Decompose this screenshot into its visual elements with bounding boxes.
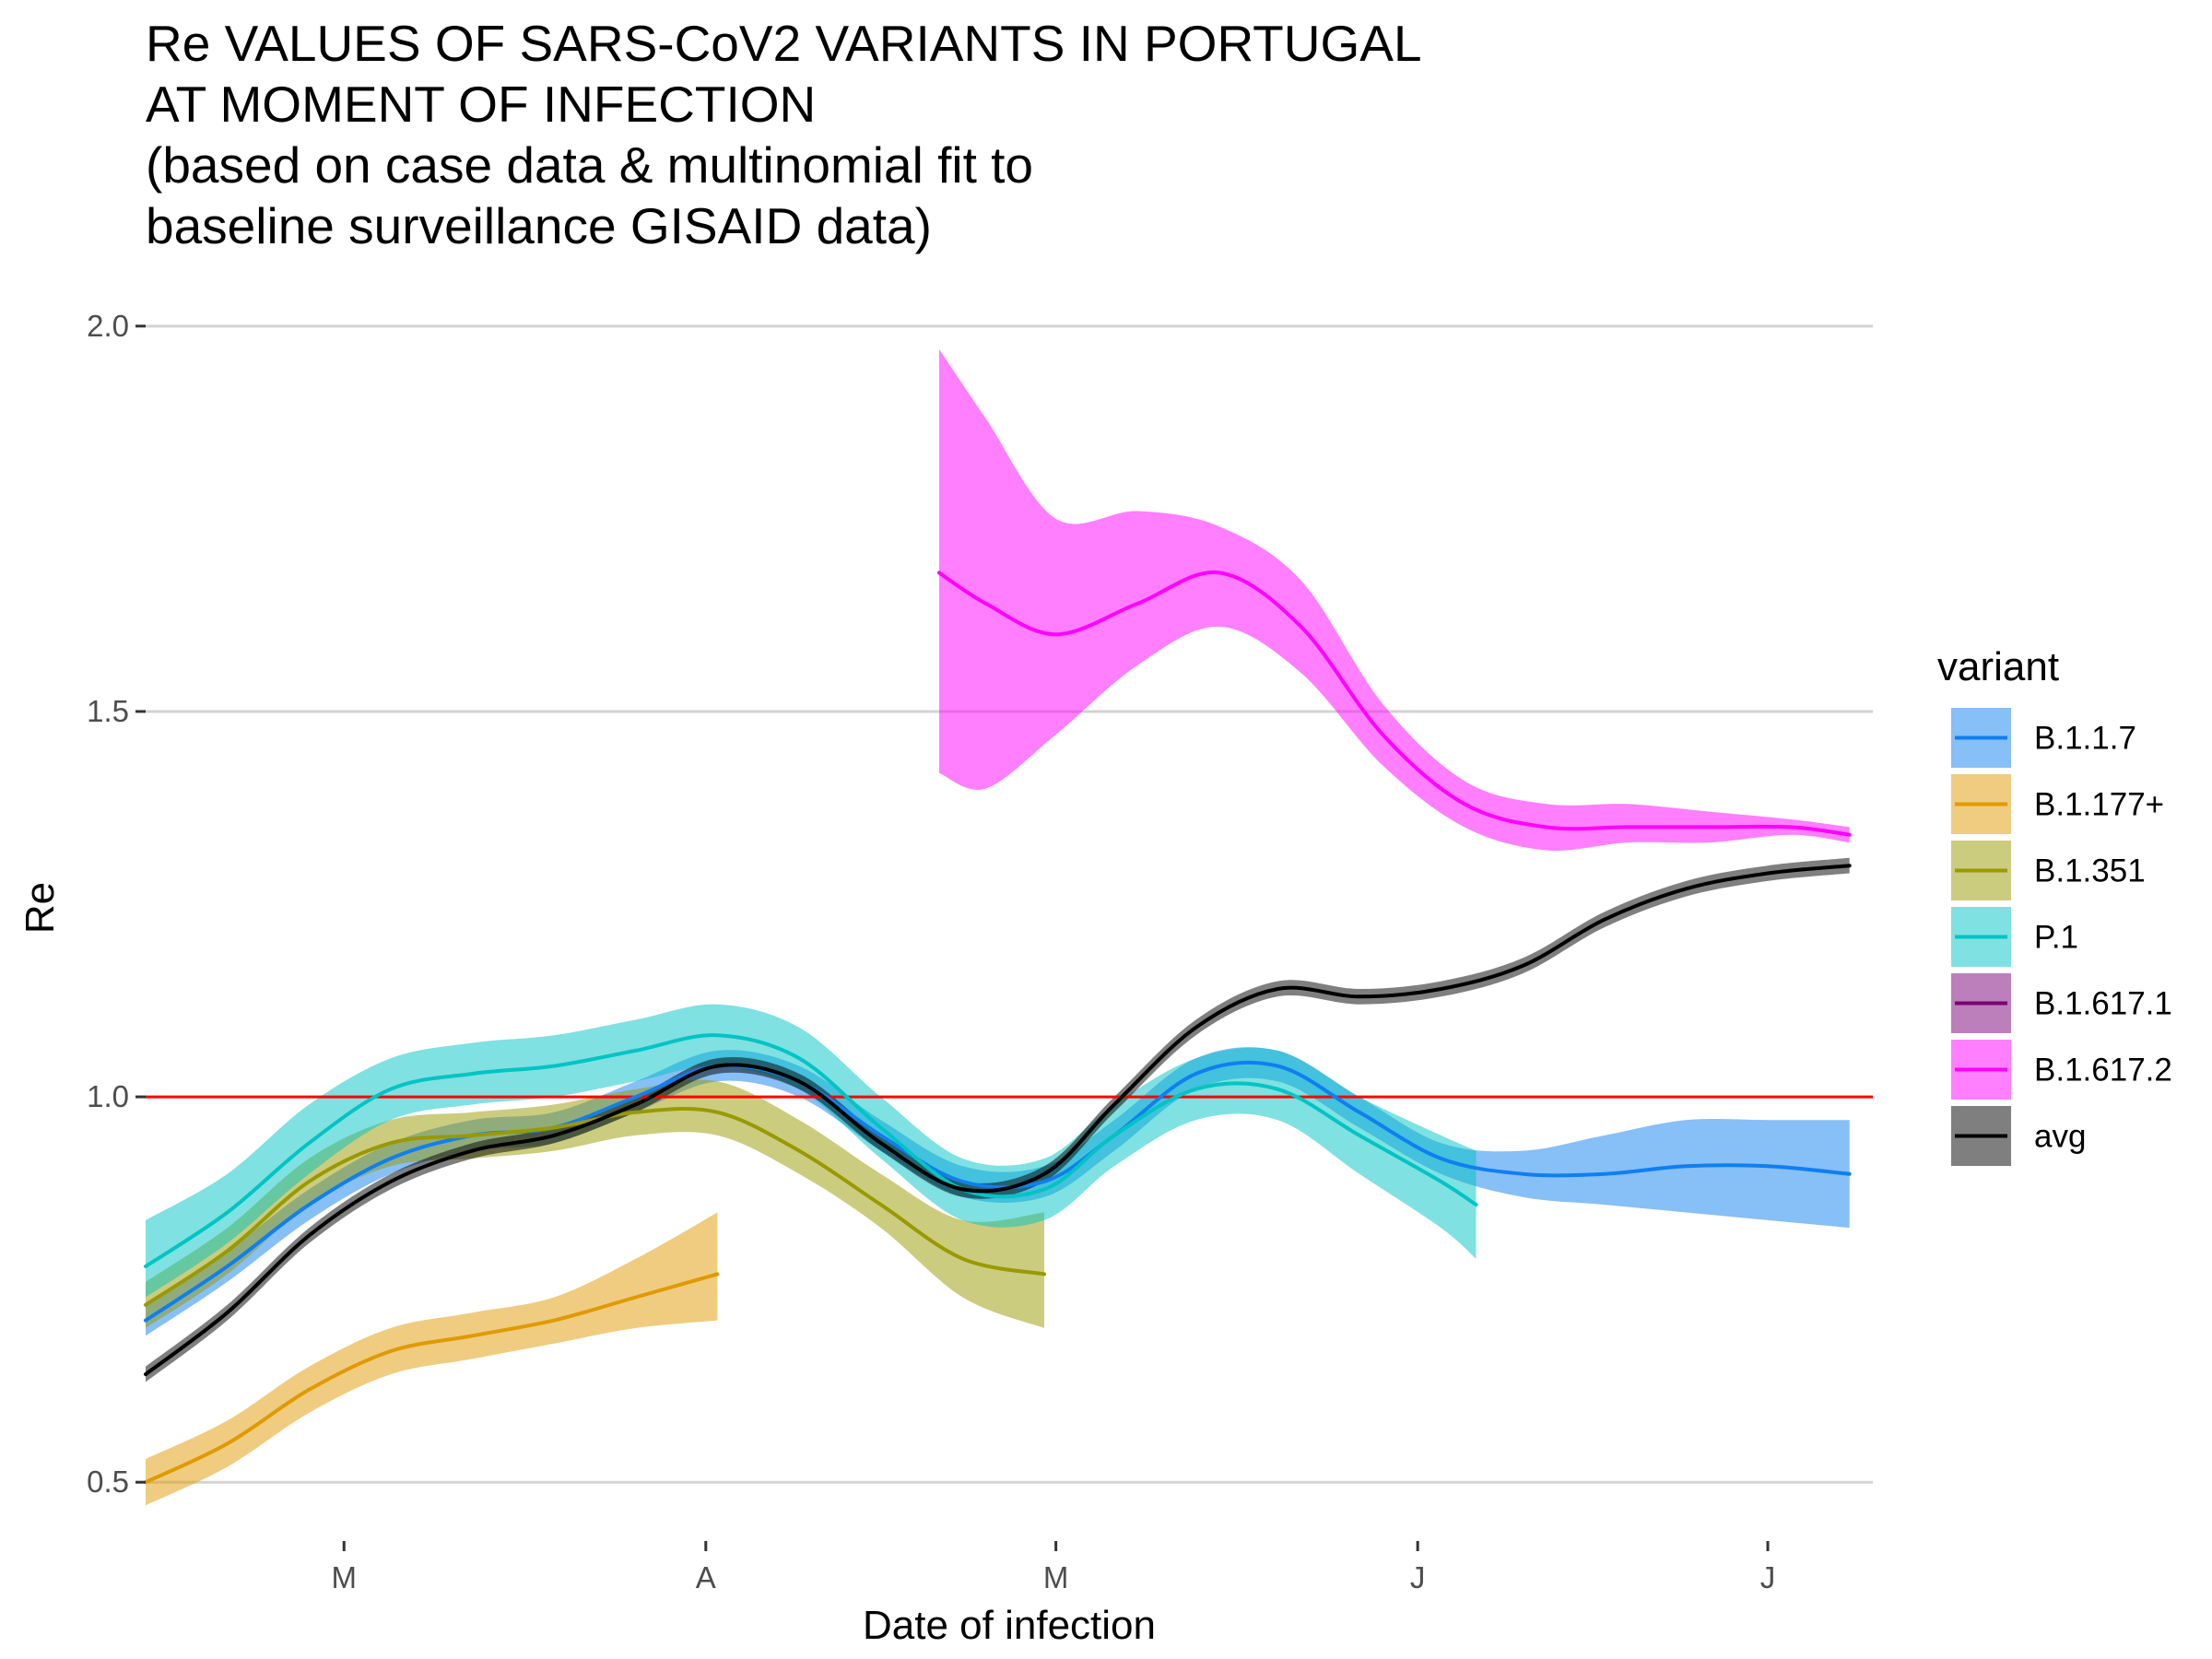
- chart-title: Re VALUES OF SARS-CoV2 VARIANTS IN PORTU…: [146, 15, 1422, 254]
- y-tick-label: 1.5: [87, 694, 129, 728]
- line-p-1: [144, 1033, 1478, 1268]
- x-tick-label: M: [332, 1560, 358, 1594]
- legend-label: B.1.177+: [2034, 787, 2164, 823]
- y-tick-label: 2.0: [87, 309, 129, 343]
- legend-item-b-1-351: B.1.351: [1951, 841, 2146, 900]
- legend-label: avg: [2034, 1119, 2086, 1155]
- x-tick-label: A: [696, 1560, 716, 1594]
- title-line-2: AT MOMENT OF INFECTION: [146, 76, 816, 133]
- y-tick-label: 0.5: [87, 1465, 129, 1499]
- x-tick-label: M: [1043, 1560, 1069, 1594]
- band-b-1-351: [146, 1079, 1044, 1328]
- legend-item-b-1-617-2: B.1.617.2: [1951, 1040, 2172, 1100]
- x-tick-label: J: [1760, 1560, 1776, 1594]
- legend-label: B.1.1.7: [2034, 721, 2136, 757]
- legend: variant B.1.1.7 B.1.177+ B.1.351 P.1 B.1.617…: [1937, 644, 2172, 1166]
- legend-item-b-1-177: B.1.177+: [1951, 774, 2164, 834]
- legend-item-b-1-617-1: B.1.617.1: [1951, 973, 2172, 1033]
- band-b-1-177: [146, 1212, 718, 1506]
- title-line-4: baseline surveillance GISAID data): [146, 197, 932, 254]
- line-avg: [144, 864, 1852, 1377]
- confidence-bands: [146, 348, 1850, 1506]
- title-line-3: (based on case data & multinomial fit to: [146, 136, 1033, 194]
- legend-label: B.1.617.1: [2034, 986, 2172, 1022]
- legend-label: B.1.617.2: [2034, 1053, 2172, 1088]
- legend-item-p-1: P.1: [1951, 907, 2078, 967]
- line-b-1-617-2: [937, 570, 1852, 837]
- series-lines: [144, 570, 1852, 1485]
- band-b-1-617-2: [939, 348, 1850, 851]
- legend-item-b-1-1-7: B.1.1.7: [1951, 708, 2136, 768]
- band-avg: [146, 857, 1850, 1382]
- title-line-1: Re VALUES OF SARS-CoV2 VARIANTS IN PORTU…: [146, 15, 1422, 72]
- x-tick-label: J: [1410, 1560, 1426, 1594]
- band-p-1: [146, 1004, 1477, 1298]
- y-tick-label: 1.0: [87, 1079, 129, 1113]
- y-axis: 0.5 1.0 1.5 2.0: [87, 309, 146, 1499]
- legend-label: P.1: [2034, 920, 2078, 956]
- x-axis-title: Date of infection: [863, 1603, 1156, 1648]
- line-b-1-1-7: [144, 1060, 1852, 1323]
- legend-item-avg: avg: [1951, 1106, 2086, 1166]
- legend-label: B.1.351: [2034, 853, 2146, 889]
- legend-title: variant: [1937, 644, 2059, 689]
- y-axis-title: Re: [18, 882, 63, 934]
- line-b-1-177: [144, 1272, 720, 1485]
